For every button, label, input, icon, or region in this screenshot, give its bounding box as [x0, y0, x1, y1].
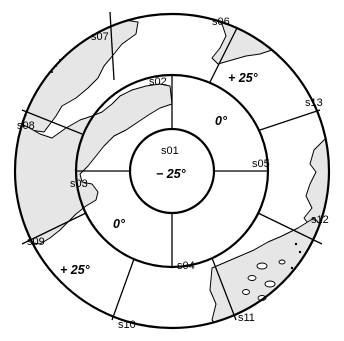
landmass-bottom-right [209, 217, 329, 328]
landmass-right [303, 133, 329, 239]
island [278, 259, 286, 265]
outer-separator-right-upper [259, 109, 321, 131]
outer-separator-left-upper [21, 109, 83, 135]
islet-dot [294, 242, 298, 246]
islet-dot [298, 250, 302, 254]
sector-label-s11: s11 [238, 312, 255, 324]
outer-separator-top [109, 11, 115, 81]
island [242, 289, 250, 295]
sector-label-s07: s07 [91, 31, 109, 43]
temperature-center: − 25° [156, 167, 187, 181]
outer-separator-right-lower [257, 212, 323, 245]
sector-label-s01: s01 [161, 145, 179, 157]
temperature-outer-top-right: + 25° [228, 71, 259, 85]
sector-label-s09: s09 [27, 236, 45, 248]
outer-separator-left-lower [21, 212, 87, 245]
outer-separator-top-right [209, 27, 238, 83]
temperature-inner-right: 0° [215, 114, 228, 128]
island [256, 262, 268, 270]
islet-dot [290, 266, 294, 270]
sector-label-s05: s05 [252, 158, 270, 170]
temperature-outer-bottom-left: + 25° [60, 263, 91, 277]
island [264, 280, 276, 288]
outer-separator-bottom-left [111, 258, 135, 321]
sector-label-s10: s10 [118, 319, 136, 331]
sector-label-s13: s13 [305, 97, 323, 109]
island [247, 275, 257, 281]
sector-label-s04: s04 [177, 260, 195, 272]
outer-ring-border [13, 12, 331, 330]
sector-label-s02: s02 [149, 76, 167, 88]
outer-separator-bottom-right [211, 257, 237, 321]
temperature-inner-left: 0° [113, 217, 126, 231]
sector-label-s03: s03 [70, 178, 88, 190]
sector-label-s06: s06 [212, 16, 230, 28]
sector-label-s08: s08 [17, 120, 35, 132]
sector-label-s12: s12 [311, 214, 329, 226]
